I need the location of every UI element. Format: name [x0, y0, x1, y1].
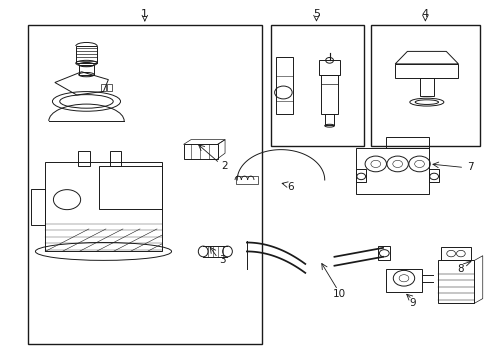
Bar [356, 148, 428, 194]
Bar [370, 24, 479, 146]
Text: 5: 5 [312, 9, 319, 19]
Bar [99, 166, 162, 208]
Bar [183, 144, 217, 158]
Text: 7: 7 [467, 162, 473, 172]
Text: 9: 9 [408, 298, 415, 308]
Text: 1: 1 [141, 9, 148, 19]
Text: 8: 8 [457, 264, 463, 274]
Bar [78, 152, 90, 166]
Text: 6: 6 [287, 182, 293, 192]
Bar [79, 64, 94, 75]
Bar [28, 24, 261, 344]
Bar [235, 176, 258, 184]
Bar [101, 84, 106, 91]
Bar [394, 64, 458, 78]
Text: 3: 3 [219, 255, 225, 265]
Bar [428, 169, 438, 182]
Bar [356, 169, 366, 182]
Bar [271, 24, 363, 146]
Text: 4: 4 [421, 9, 428, 19]
Bar [385, 137, 428, 148]
Bar [276, 57, 292, 114]
Bar [76, 46, 97, 63]
Bar [377, 246, 389, 260]
Bar [107, 84, 112, 91]
Bar [45, 162, 162, 251]
Bar [385, 269, 422, 292]
Bar [110, 152, 121, 166]
Text: 2: 2 [221, 161, 228, 171]
Bar [437, 260, 473, 303]
Bar [441, 247, 469, 260]
Bar [318, 60, 340, 75]
Bar [320, 75, 338, 114]
Bar [324, 114, 334, 125]
Bar [30, 189, 45, 225]
Bar [419, 78, 433, 96]
Text: 10: 10 [332, 289, 345, 299]
